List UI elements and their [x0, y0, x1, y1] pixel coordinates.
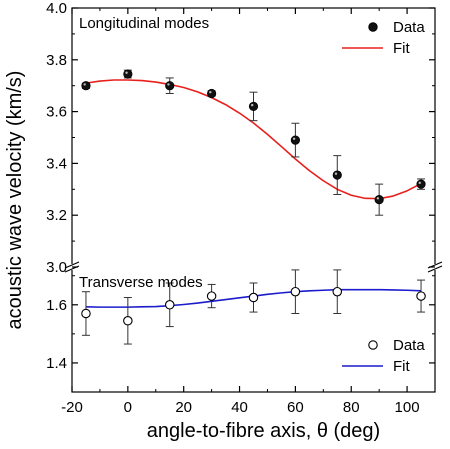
point-highlight — [418, 181, 421, 185]
point-highlight — [125, 71, 128, 74]
data-point — [206, 283, 217, 309]
point-marker — [374, 195, 384, 205]
x-tick-label: -20 — [61, 399, 83, 416]
data-point — [123, 69, 133, 79]
point-highlight — [334, 172, 338, 175]
point-marker — [416, 179, 426, 189]
panel-label-longitudinal: Longitudinal modes — [79, 15, 209, 32]
legend-fit-label: Fit — [393, 358, 410, 375]
data-point — [165, 77, 175, 94]
data-point — [332, 269, 343, 315]
x-axis-title: angle-to-fibre axis, θ (deg) — [147, 420, 380, 442]
legend-transverse: Data Fit — [342, 337, 425, 375]
point-marker — [81, 308, 91, 319]
axis-break — [64, 261, 443, 273]
point-marker — [290, 286, 301, 297]
panel-label-transverse: Transverse modes — [79, 274, 203, 291]
data-point — [123, 297, 133, 345]
x-tick-label: 80 — [343, 399, 360, 416]
point-marker — [248, 101, 259, 112]
data-points — [81, 69, 426, 345]
point-highlight — [209, 90, 212, 94]
point-marker — [290, 135, 300, 145]
y-tick-label: 3.4 — [46, 155, 67, 172]
x-tick-label: 0 — [124, 399, 132, 416]
y-axis-title: acoustic wave velocity (km/s) — [4, 71, 26, 330]
data-point — [248, 91, 259, 122]
data-point — [374, 183, 384, 216]
point-marker — [332, 286, 343, 297]
point-highlight — [83, 83, 86, 86]
legend-data-label: Data — [393, 337, 425, 354]
legend-data-marker — [368, 22, 378, 32]
legend-data-marker — [368, 340, 378, 350]
data-point — [332, 155, 342, 195]
data-point — [416, 279, 426, 313]
x-tick-label: 100 — [395, 399, 420, 416]
x-tick-label: 40 — [231, 399, 248, 416]
point-marker — [206, 291, 217, 301]
data-point — [248, 282, 259, 313]
point-marker — [164, 300, 175, 310]
data-point — [81, 291, 91, 336]
data-point — [290, 122, 300, 158]
point-marker — [248, 292, 259, 303]
point-marker — [123, 316, 133, 326]
break-slash — [427, 265, 443, 273]
data-point — [207, 88, 217, 99]
x-tick-label: 20 — [175, 399, 192, 416]
point-highlight — [292, 137, 296, 140]
y-tick-label: 3.2 — [46, 207, 67, 224]
data-point — [164, 282, 175, 328]
point-highlight — [376, 197, 380, 200]
legend-fit-label: Fit — [393, 40, 410, 57]
data-point — [81, 81, 91, 91]
legend-longitudinal: Data Fit — [342, 19, 425, 57]
y-tick-label: 1.6 — [46, 297, 67, 314]
x-axis-ticks: -20 0 20 40 60 80 100 — [61, 8, 420, 416]
point-marker — [207, 88, 217, 99]
point-marker — [81, 81, 91, 91]
y-tick-label: 3.8 — [46, 52, 67, 69]
x-tick-label: 60 — [287, 399, 304, 416]
plot-frame — [71, 7, 436, 393]
data-point — [290, 269, 301, 315]
fit-curve-longitudinal — [85, 79, 422, 200]
y-tick-label: 4.0 — [46, 0, 67, 17]
point-marker — [123, 69, 133, 79]
point-marker — [416, 291, 426, 301]
y-tick-label: 3.0 — [46, 259, 67, 276]
point-marker — [332, 170, 342, 180]
y-axis-ticks: 3.0 3.2 3.4 3.6 3.8 4.0 1.4 1.6 — [46, 0, 435, 372]
data-point — [416, 178, 426, 190]
point-highlight — [167, 83, 170, 86]
y-tick-label: 1.4 — [46, 355, 67, 372]
y-tick-label: 3.6 — [46, 104, 67, 121]
point-highlight — [251, 103, 254, 107]
point-marker — [165, 81, 175, 91]
legend-data-label: Data — [393, 19, 425, 36]
plot-border — [71, 7, 436, 393]
break-slash — [64, 261, 80, 269]
